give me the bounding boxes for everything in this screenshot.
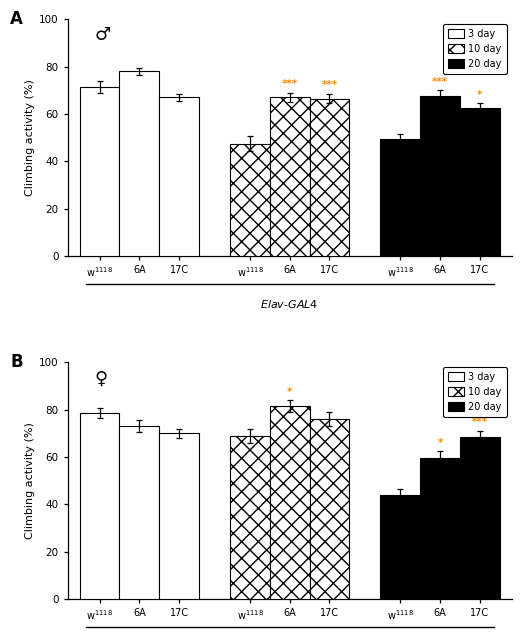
- Text: $\mathit{Elav}$-$\mathit{GAL4}$: $\mathit{Elav}$-$\mathit{GAL4}$: [260, 641, 319, 644]
- Bar: [310, 419, 349, 599]
- Bar: [420, 458, 460, 599]
- Text: ♀: ♀: [94, 370, 108, 388]
- Bar: [270, 97, 310, 256]
- Bar: [80, 413, 120, 599]
- Legend: 3 day, 10 day, 20 day: 3 day, 10 day, 20 day: [443, 367, 507, 417]
- Bar: [381, 139, 420, 256]
- Text: *: *: [287, 386, 292, 397]
- Text: ***: ***: [322, 80, 338, 90]
- Text: *: *: [437, 437, 443, 448]
- Bar: [159, 97, 199, 256]
- Bar: [120, 426, 159, 599]
- Text: ***: ***: [432, 77, 448, 87]
- Text: ***: ***: [282, 79, 298, 89]
- Bar: [420, 96, 460, 256]
- Bar: [159, 433, 199, 599]
- Bar: [120, 71, 159, 256]
- Legend: 3 day, 10 day, 20 day: 3 day, 10 day, 20 day: [443, 24, 507, 73]
- Text: $\mathit{Elav}$-$\mathit{GAL4}$: $\mathit{Elav}$-$\mathit{GAL4}$: [260, 298, 319, 310]
- Text: *: *: [477, 90, 482, 100]
- Bar: [460, 437, 500, 599]
- Bar: [381, 495, 420, 599]
- Bar: [230, 144, 270, 256]
- Text: B: B: [10, 353, 23, 371]
- Text: A: A: [10, 10, 23, 28]
- Bar: [270, 406, 310, 599]
- Y-axis label: Climbing activity (%): Climbing activity (%): [25, 79, 35, 196]
- Y-axis label: Climbing activity (%): Climbing activity (%): [25, 422, 35, 539]
- Text: ♂: ♂: [94, 26, 111, 44]
- Text: ***: ***: [472, 417, 488, 428]
- Bar: [460, 108, 500, 256]
- Bar: [310, 99, 349, 256]
- Bar: [230, 436, 270, 599]
- Bar: [80, 87, 120, 256]
